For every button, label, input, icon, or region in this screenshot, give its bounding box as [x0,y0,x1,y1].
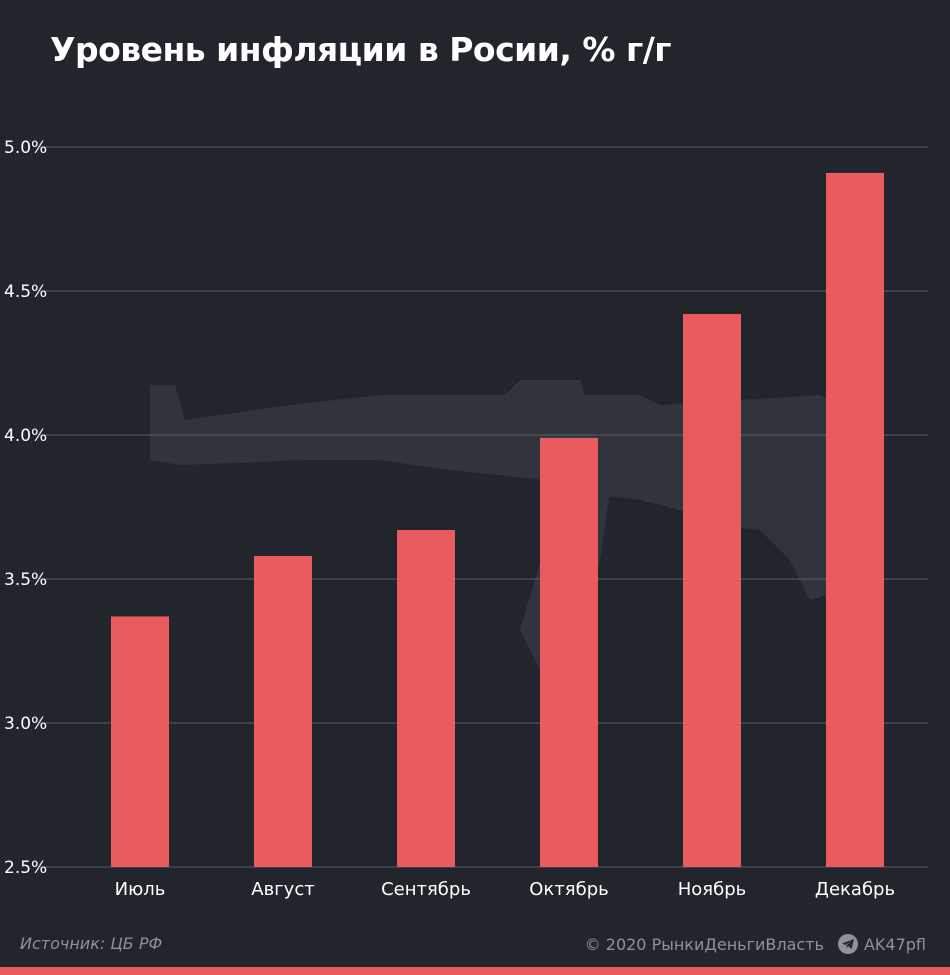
bar [254,555,312,867]
y-axis-ticks: 5.0% 4.5% 4.0% 3.5% 3.0% 2.5% [4,138,47,878]
x-axis-labels: Июль Август Сентябрь Октябрь Ноябрь Декабрь [115,879,895,900]
x-category-label: Декабрь [815,879,895,900]
bar [397,530,455,867]
gridlines [40,146,928,868]
bars [111,172,884,868]
source-note: Источник: ЦБ РФ [20,934,163,953]
x-category-label: Октябрь [529,879,609,900]
y-tick-label: 4.0% [4,426,47,446]
bar [826,172,884,868]
chart-title: Уровень инфляции в Росии, % г/г [50,30,672,69]
y-tick-label: 2.5% [4,858,47,878]
y-tick-label: 3.5% [4,570,47,590]
x-category-label: Сентябрь [381,879,471,900]
x-category-label: Август [251,879,314,900]
copyright-text: © 2020 РынкиДеньгиВласть [584,934,824,954]
telegram-icon [837,934,858,954]
bar [540,437,598,867]
y-tick-label: 5.0% [4,138,47,158]
x-category-label: Ноябрь [678,879,747,900]
channel-handle: AK47pfl [863,934,926,954]
bottom-accent-bar [0,967,950,975]
bar [111,616,169,867]
y-tick-label: 3.0% [4,714,47,734]
x-category-label: Июль [115,879,166,900]
bar [683,314,741,867]
footer-credits: © 2020 РынкиДеньгиВласть AK47pfl [585,934,926,954]
y-tick-label: 4.5% [4,282,47,302]
